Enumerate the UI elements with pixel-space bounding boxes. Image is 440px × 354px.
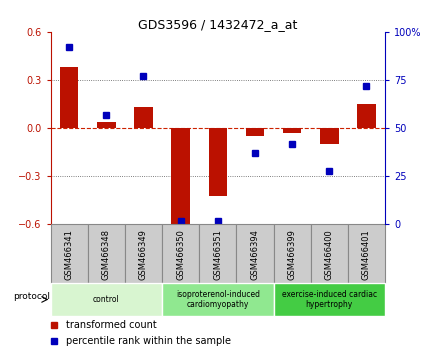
- Text: GSM466350: GSM466350: [176, 229, 185, 280]
- Title: GDS3596 / 1432472_a_at: GDS3596 / 1432472_a_at: [138, 18, 297, 31]
- Bar: [283, 128, 301, 133]
- Bar: [60, 67, 78, 128]
- Text: GSM466400: GSM466400: [325, 229, 334, 280]
- Bar: [171, 128, 190, 228]
- Bar: [125, 224, 162, 283]
- Bar: [51, 283, 162, 316]
- Text: isoproterenol-induced
cardiomyopathy: isoproterenol-induced cardiomyopathy: [176, 290, 260, 309]
- Text: GSM466399: GSM466399: [288, 229, 297, 280]
- Bar: [311, 224, 348, 283]
- Bar: [274, 224, 311, 283]
- Text: GSM466348: GSM466348: [102, 229, 111, 280]
- Bar: [51, 224, 88, 283]
- Text: percentile rank within the sample: percentile rank within the sample: [66, 336, 231, 346]
- Bar: [209, 128, 227, 195]
- Text: protocol: protocol: [14, 292, 51, 301]
- Text: GSM466351: GSM466351: [213, 229, 222, 280]
- Text: transformed count: transformed count: [66, 320, 156, 330]
- Text: GSM466401: GSM466401: [362, 229, 371, 280]
- Bar: [236, 224, 274, 283]
- Text: GSM466341: GSM466341: [65, 229, 73, 280]
- Text: GSM466349: GSM466349: [139, 229, 148, 280]
- Bar: [162, 224, 199, 283]
- Bar: [274, 283, 385, 316]
- Bar: [348, 224, 385, 283]
- Text: GSM466394: GSM466394: [250, 229, 260, 280]
- Bar: [199, 224, 236, 283]
- Bar: [162, 283, 274, 316]
- Bar: [320, 128, 338, 144]
- Bar: [88, 224, 125, 283]
- Bar: [357, 104, 376, 128]
- Bar: [246, 128, 264, 136]
- Bar: [97, 122, 116, 128]
- Text: exercise-induced cardiac
hypertrophy: exercise-induced cardiac hypertrophy: [282, 290, 377, 309]
- Bar: [134, 107, 153, 128]
- Text: control: control: [93, 295, 120, 304]
